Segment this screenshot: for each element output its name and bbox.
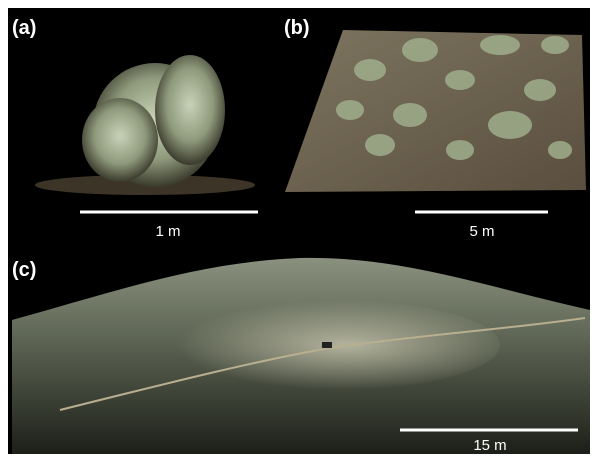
panel-a-image (35, 55, 255, 195)
panel-label: (b) (284, 17, 310, 39)
scale-text: 5 m (469, 223, 494, 240)
scale-text: 15 m (473, 437, 506, 454)
panel-label: (c) (12, 259, 36, 281)
panel-c-image (12, 257, 590, 454)
scale-text: 1 m (155, 223, 180, 240)
panel-b-image (285, 30, 586, 192)
panel-label: (a) (12, 17, 36, 39)
